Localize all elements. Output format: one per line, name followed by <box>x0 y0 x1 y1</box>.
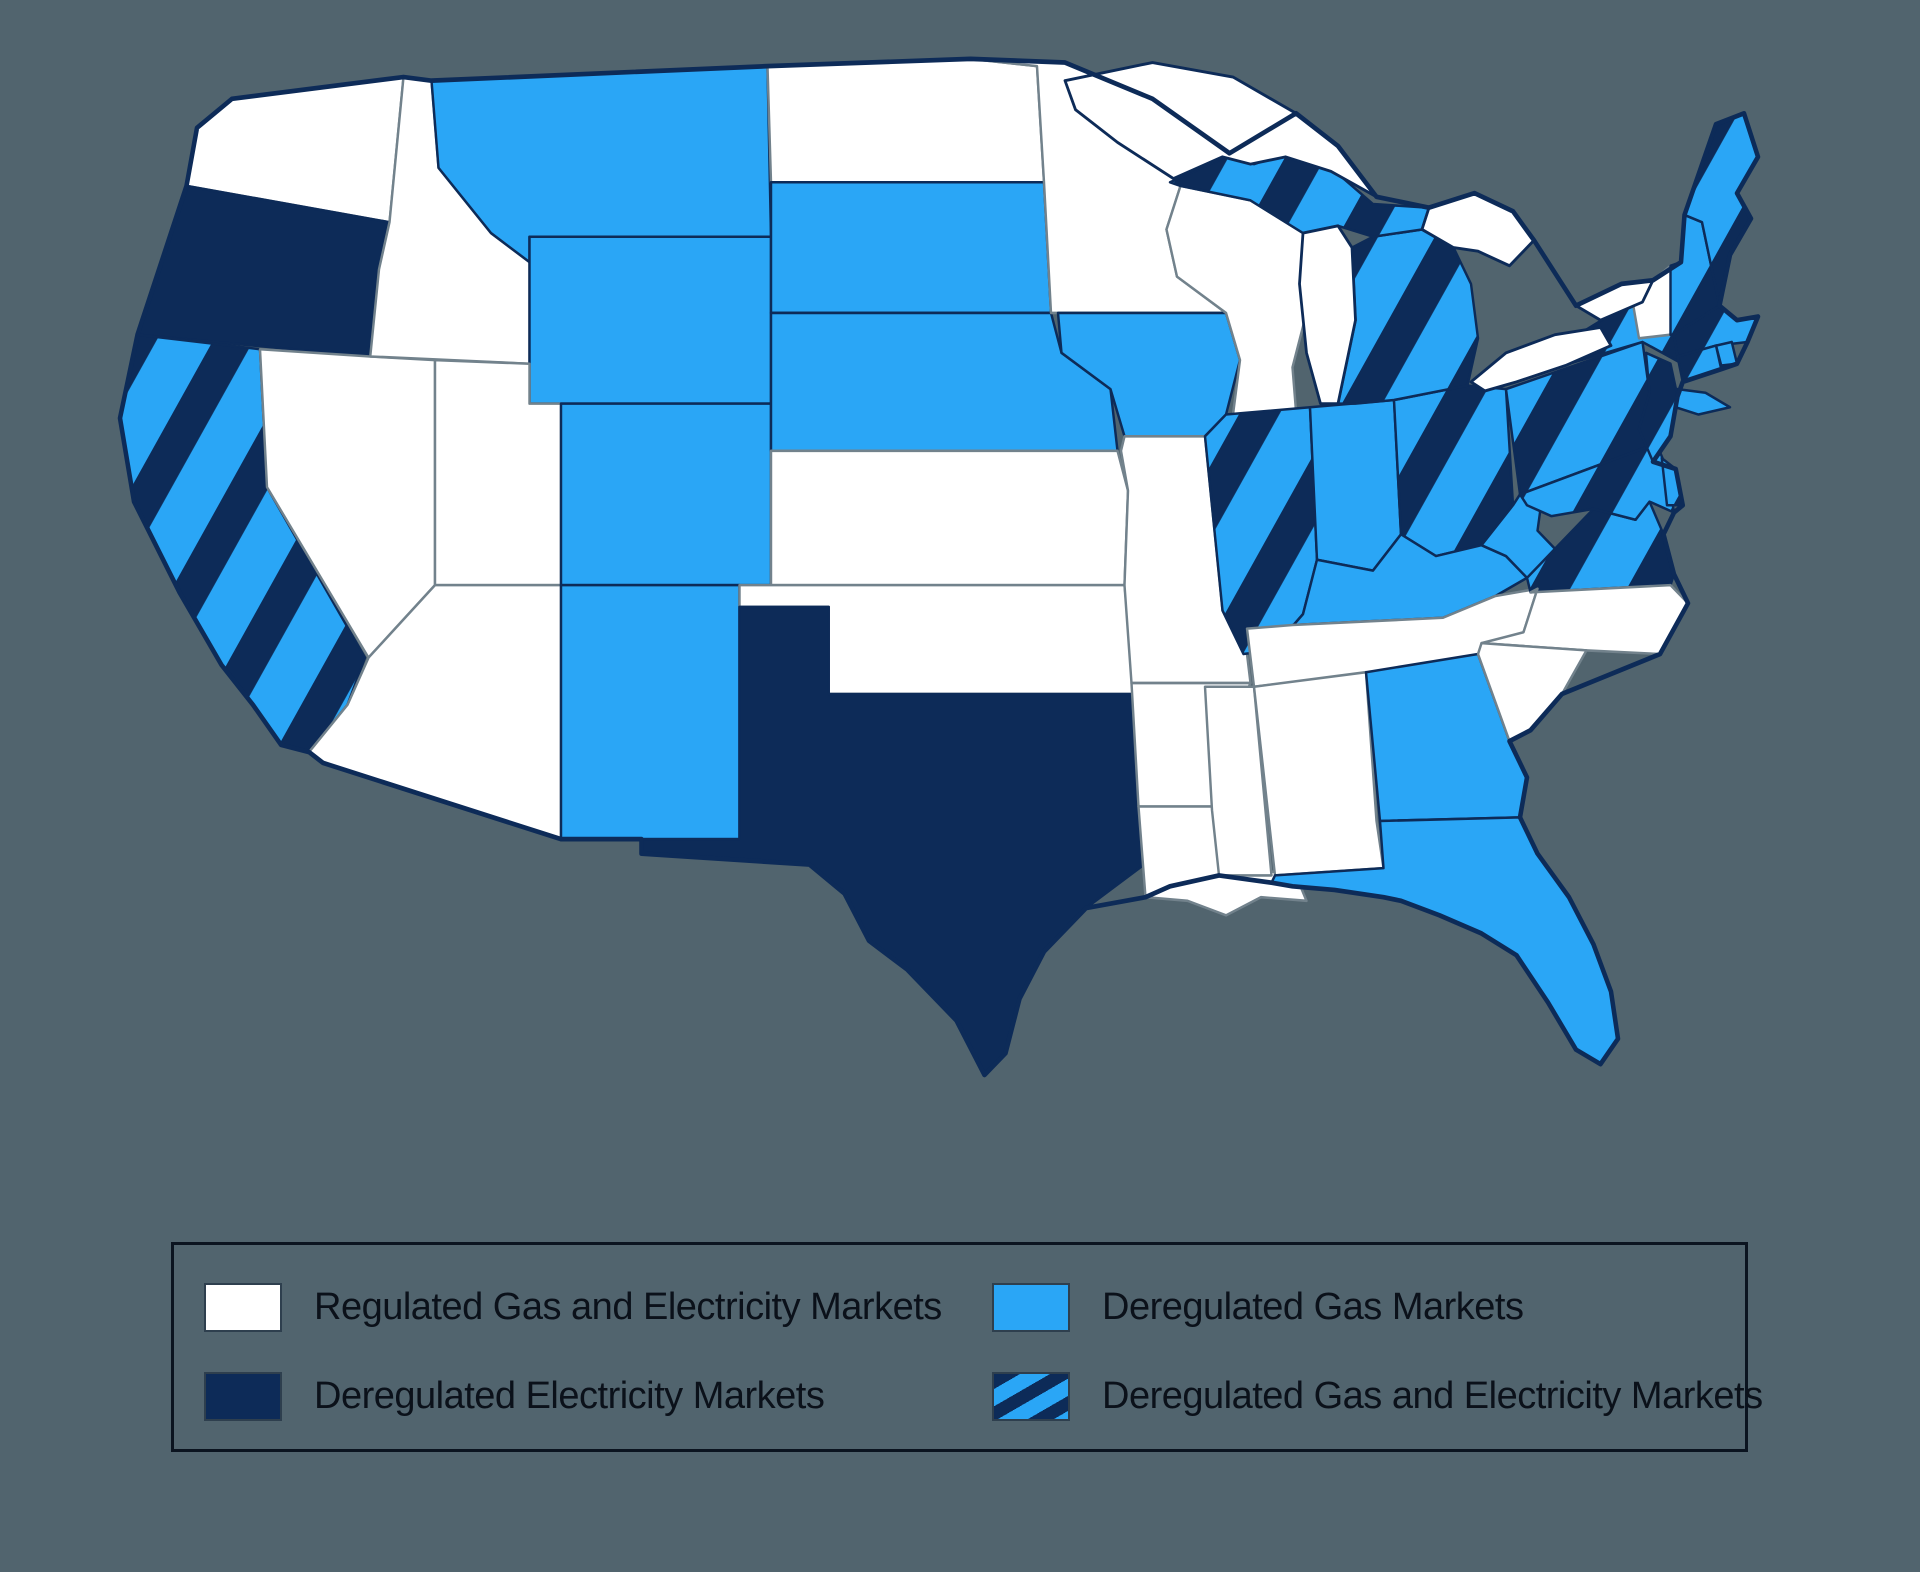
legend-label-deregulated-gas: Deregulated Gas Markets <box>1102 1286 1524 1328</box>
legend-item-deregulated-gas-electricity: Deregulated Gas and Electricity Markets <box>992 1352 1763 1441</box>
state-wy <box>528 235 773 405</box>
legend-swatch-deregulated-gas <box>992 1283 1070 1332</box>
legend-swatch-deregulated-gas-electricity <box>992 1372 1070 1421</box>
legend-label-deregulated-electricity: Deregulated Electricity Markets <box>314 1375 825 1417</box>
state-nd <box>766 57 1046 184</box>
legend-label-deregulated-gas-electricity: Deregulated Gas and Electricity Markets <box>1102 1375 1763 1417</box>
state-mi-lower <box>1336 228 1480 405</box>
us-map-svg <box>117 56 1761 1078</box>
national-border-outline <box>117 56 1761 1078</box>
legend-item-deregulated-gas: Deregulated Gas Markets <box>992 1263 1745 1352</box>
state-sd <box>769 181 1053 315</box>
state-al <box>1252 670 1385 877</box>
legend-item-regulated: Regulated Gas and Electricity Markets <box>204 1263 992 1352</box>
state-co <box>559 402 773 587</box>
legend-item-deregulated-electricity: Deregulated Electricity Markets <box>204 1352 992 1441</box>
state-ks <box>769 449 1130 587</box>
state-nm <box>559 583 741 841</box>
legend-swatch-deregulated-electricity <box>204 1372 282 1421</box>
legend-swatch-regulated <box>204 1283 282 1332</box>
us-map <box>85 48 1765 1173</box>
state-mo <box>1119 435 1252 685</box>
legend-label-regulated: Regulated Gas and Electricity Markets <box>314 1286 942 1328</box>
lake-erie <box>1469 325 1613 393</box>
legend: Regulated Gas and Electricity Markets De… <box>171 1242 1763 1452</box>
state-wv <box>1480 493 1557 580</box>
state-md <box>1518 442 1676 522</box>
lake-michigan <box>1298 224 1357 406</box>
state-in <box>1308 398 1403 572</box>
state-ms <box>1203 685 1273 877</box>
